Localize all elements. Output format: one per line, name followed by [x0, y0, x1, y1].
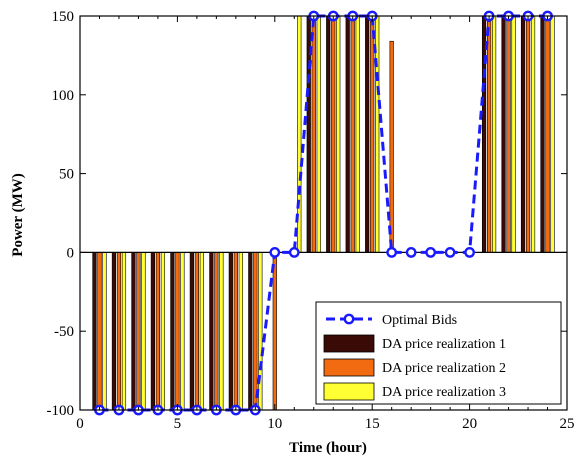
legend-marker-optimal-bids	[343, 313, 355, 325]
bar-series2-hour-24	[545, 15, 550, 253]
x-tick-label: 10	[267, 416, 282, 432]
axes: 0 5 10 15 20 25 -100 -50 0 50 100 150	[47, 9, 575, 432]
axes-frame	[79, 15, 568, 411]
bar-series2-hour-8	[233, 252, 238, 411]
bar-series2-hour-15	[370, 15, 375, 253]
bar-series2-hour-2	[116, 252, 122, 411]
bar-series1-hour-9	[248, 252, 253, 411]
legend-swatch-series-2	[323, 358, 375, 377]
bar-series2-hour-12	[311, 15, 316, 253]
y-tick-label: 50	[59, 167, 74, 183]
legend-label-1: DA price realization 1	[382, 337, 506, 352]
bar-series3-hour-9	[258, 252, 263, 411]
plot-area	[80, 10, 567, 416]
y-tick-label: 150	[52, 9, 75, 25]
legend-swatch-series-3	[323, 382, 375, 401]
optimal-bid-marker-hour-18	[425, 246, 437, 258]
bar-series3-hour-21	[491, 15, 497, 253]
bar-series2-hour-21	[486, 15, 492, 253]
bar-series2-hour-23	[525, 15, 531, 253]
x-tick-label: 20	[462, 416, 477, 432]
bar-series2-hour-13	[331, 15, 336, 253]
bar-series3-hour-12	[316, 15, 321, 253]
bar-series3-hour-4	[160, 252, 166, 411]
x-tick-label: 5	[174, 416, 182, 432]
bar-series2-hour-3	[136, 252, 141, 411]
y-tick-label: 100	[52, 88, 75, 104]
bar-series3-hour-23	[530, 15, 536, 253]
optimal-bid-marker-hour-11	[288, 246, 300, 258]
bar-series1-hour-4	[150, 252, 156, 411]
bar-series3-hour-5	[180, 252, 185, 411]
bar-series1-hour-1	[92, 252, 97, 411]
bar-series2-hour-9	[253, 252, 258, 411]
bar-series2-hour-22	[506, 15, 511, 253]
optimal-bid-marker-hour-20	[464, 246, 475, 258]
bar-series1-hour-14	[345, 15, 350, 253]
bar-series1-hour-22	[501, 15, 506, 253]
bar-series3-hour-6	[199, 252, 204, 411]
bar-series2-hour-10	[272, 252, 277, 411]
legend-label-3: DA price realization 3	[382, 385, 506, 400]
bar-series3-hour-1	[102, 252, 107, 411]
bar-series1-hour-13	[326, 15, 331, 253]
y-tick-label: -50	[54, 324, 74, 340]
x-tick-label: 15	[365, 416, 380, 432]
y-tick-label: 0	[67, 245, 75, 261]
x-tick-label: 0	[76, 416, 84, 432]
bar-series3-hour-2	[121, 252, 127, 411]
bar-series2-hour-4	[155, 252, 161, 411]
bar-series1-hour-7	[209, 252, 214, 411]
legend-label-0: Optimal Bids	[382, 313, 457, 328]
bar-series2-hour-16	[389, 40, 394, 253]
bar-series1-hour-5	[170, 252, 175, 411]
bar-series1-hour-21	[481, 15, 487, 253]
bar-series1-hour-15	[365, 15, 370, 253]
bar-series3-hour-22	[511, 15, 516, 253]
bar-series2-hour-6	[194, 252, 199, 411]
optimal-bid-marker-hour-10	[269, 246, 281, 258]
bar-series2-hour-5	[175, 252, 180, 411]
y-axis-label: Power (MW)	[10, 173, 26, 256]
bar-series3-hour-3	[141, 252, 146, 411]
x-axis-label: Time (hour)	[289, 440, 367, 456]
y-tick-label: -100	[47, 403, 75, 419]
bar-series1-hour-2	[111, 252, 117, 411]
bar-series2-hour-14	[350, 15, 355, 253]
bar-series2-hour-7	[214, 252, 219, 411]
optimal-bid-marker-hour-16	[386, 246, 398, 258]
bar-series1-hour-24	[540, 15, 545, 253]
bar-series3-hour-24	[550, 15, 555, 253]
bar-series3-hour-7	[219, 252, 224, 411]
optimal-bid-marker-hour-17	[405, 246, 417, 258]
legend: Optimal Bids DA price realization 1 DA pri…	[315, 301, 562, 405]
bar-series3-hour-14	[355, 15, 360, 253]
legend-swatch-series-1	[323, 334, 375, 353]
optimal-bid-marker-hour-19	[444, 246, 456, 258]
legend-label-2: DA price realization 2	[382, 361, 506, 376]
bar-series1-hour-23	[520, 15, 526, 253]
bar-series1-hour-3	[131, 252, 136, 411]
bar-series1-hour-6	[189, 252, 194, 411]
bar-series2-hour-1	[97, 252, 102, 411]
bar-series3-hour-8	[238, 252, 243, 411]
bar-series3-hour-13	[336, 15, 341, 253]
x-tick-label: 25	[560, 416, 575, 432]
bar-series1-hour-8	[228, 252, 233, 411]
